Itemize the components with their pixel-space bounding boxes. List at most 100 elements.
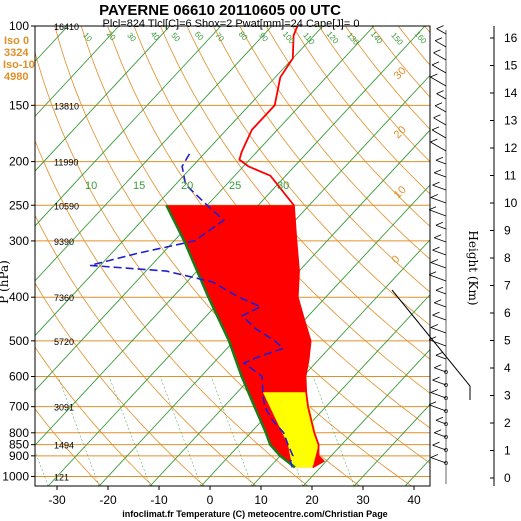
wind-barb-flag xyxy=(430,324,438,328)
height-axis-label: Height (Km) xyxy=(466,230,480,305)
dry-adiabat-line xyxy=(212,26,430,293)
chart-title: PAYERNE 06610 20110605 00 UTC xyxy=(99,2,341,19)
mixing-ratio-label: 15 xyxy=(133,180,145,192)
mixing-ratio-label: 30 xyxy=(277,180,289,192)
cape-cin-fill xyxy=(166,205,324,468)
dry-adiabat-line xyxy=(35,346,153,486)
chart-footer: infoclimat.fr Temperature (C) meteocentr… xyxy=(122,509,387,519)
wind-barb xyxy=(428,274,447,282)
sounding-profiles xyxy=(89,26,326,469)
height-tick-label: 12 xyxy=(504,141,518,155)
height-tick-label: 2 xyxy=(504,416,511,430)
p-tick-label: 400 xyxy=(9,290,29,304)
wind-barb xyxy=(435,289,447,295)
x-tick-label: 30 xyxy=(356,493,370,507)
dry-adiabat-line xyxy=(35,214,257,486)
height-tick-label: 11 xyxy=(504,169,517,183)
height-tick-label: 9 xyxy=(504,224,511,238)
x-tick-label: -30 xyxy=(48,493,66,507)
isotherm-label: 110 xyxy=(301,31,316,47)
calm-marker xyxy=(444,396,448,400)
mixing-ratio-line xyxy=(57,376,100,486)
wind-barb xyxy=(430,457,447,464)
iso0-height: 3324 xyxy=(4,47,29,59)
geo-height-label: 9390 xyxy=(54,237,74,247)
dry-adiabat-line xyxy=(35,282,205,486)
dewpoint-line xyxy=(89,151,294,468)
isotherm-label: 140 xyxy=(369,30,385,46)
calm-marker xyxy=(444,435,448,439)
plot-frame xyxy=(34,25,431,487)
wind-barb xyxy=(434,302,447,308)
wind-barb-flag xyxy=(436,90,444,94)
wind-barb xyxy=(433,52,447,61)
wind-barb xyxy=(434,40,447,48)
p-tick-label: 200 xyxy=(9,155,29,169)
x-tick-label: 0 xyxy=(207,493,214,507)
calm-marker xyxy=(444,409,448,413)
wind-barb xyxy=(434,237,447,243)
isotherm-line xyxy=(35,26,375,392)
wind-profile xyxy=(391,25,471,484)
isotherm-line xyxy=(35,26,273,282)
wind-barb xyxy=(434,105,447,113)
height-tick-label: 7 xyxy=(504,279,511,293)
x-tick-label: 10 xyxy=(254,493,268,507)
isotherm-line xyxy=(149,184,430,486)
wind-barb xyxy=(430,327,447,334)
isotherm-line xyxy=(35,26,171,172)
wind-barb xyxy=(434,172,447,178)
dry-adiabat-line xyxy=(344,26,430,130)
wind-barb xyxy=(434,432,447,438)
height-tick-label: 13 xyxy=(504,114,518,128)
dry-adiabat-line xyxy=(239,26,430,260)
wind-barb xyxy=(435,224,447,230)
geo-height-label: 3091 xyxy=(54,403,74,413)
wind-barb xyxy=(432,444,447,451)
calm-marker xyxy=(444,422,448,426)
mixing-ratio-label: 10 xyxy=(85,180,97,192)
dry-adiabat-line xyxy=(35,139,309,486)
wind-barb-flag xyxy=(435,286,444,291)
wind-barb xyxy=(433,117,447,126)
isotherm-line xyxy=(302,348,430,486)
wind-barb-flag xyxy=(428,206,437,211)
calm-marker xyxy=(444,448,448,452)
wind-barb-flag xyxy=(430,454,438,458)
wind-barb xyxy=(432,379,447,386)
mixing-ratio-line xyxy=(159,376,202,486)
x-tick-label: -20 xyxy=(99,493,117,507)
p-tick-label: 850 xyxy=(9,438,29,452)
wind-barb xyxy=(436,93,447,100)
wind-barb-flag xyxy=(434,234,442,239)
mixing-ratio-label: 20 xyxy=(181,180,193,192)
chart-subtitle: Plcl=824 Tlcl[C]=6 Shox=2 Pwat[mm]=24 Ca… xyxy=(103,18,360,30)
p-tick-label: 500 xyxy=(9,334,29,348)
wind-barb xyxy=(428,339,447,347)
calm-marker xyxy=(444,461,448,465)
height-tick-label: 4 xyxy=(504,361,511,375)
p-tick-label: 300 xyxy=(9,234,29,248)
isotherm-line xyxy=(98,129,430,486)
wind-barb-flag xyxy=(435,156,444,161)
calm-marker xyxy=(444,370,448,374)
parcel-line xyxy=(165,204,296,469)
height-tick-label: 15 xyxy=(504,59,518,73)
dry-adiabat-line xyxy=(186,26,430,326)
x-axis: -30 -20 -10 0 10 20 30 40 xyxy=(48,486,421,507)
wind-barb xyxy=(430,262,447,269)
wind-barb xyxy=(428,209,447,217)
isotherm-line xyxy=(35,26,120,117)
p-tick-label: 100 xyxy=(9,19,29,33)
wind-barb-flag xyxy=(435,351,444,356)
p-tick-label: 800 xyxy=(9,426,29,440)
wind-barb-flag xyxy=(431,126,440,131)
p-tick-label: 900 xyxy=(9,449,29,463)
height-tick-label: 6 xyxy=(504,306,511,320)
mixing-ratio-line xyxy=(210,376,253,486)
wind-barb xyxy=(436,28,447,35)
geo-height-label: 121 xyxy=(54,472,69,482)
dry-adiabat-line xyxy=(318,26,430,163)
